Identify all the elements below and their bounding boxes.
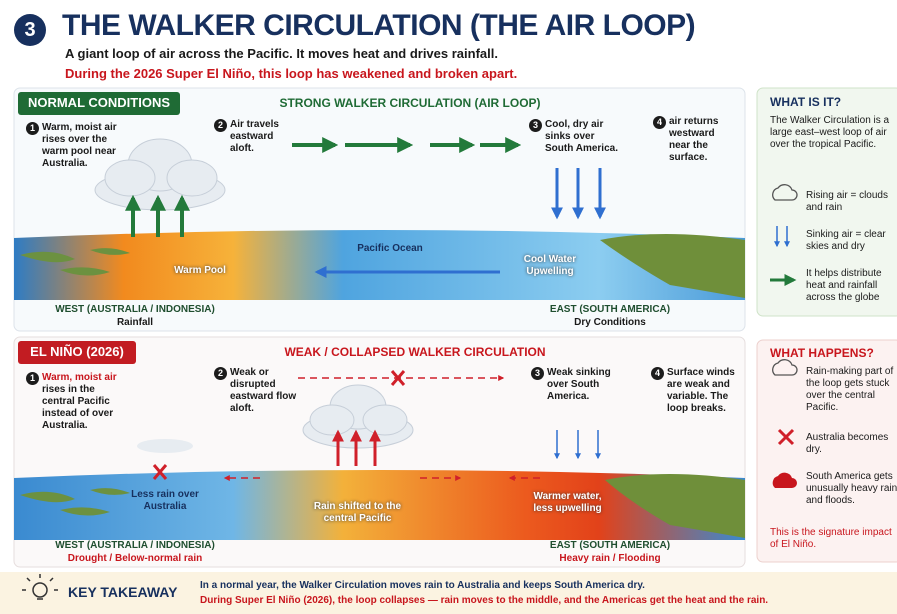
ocean-label: Rain shifted to the central Pacific: [313, 501, 402, 524]
heading: WEAK / COLLAPSED WALKER CIRCULATION: [284, 345, 546, 359]
step-text: air returns westward near the surface.: [669, 116, 731, 164]
step-text: Cool, dry air sinks over South America.: [545, 119, 625, 155]
step-number: 4: [653, 116, 666, 129]
badge: [18, 92, 180, 115]
arrows: [314, 168, 606, 278]
takeaway-title: KEY TAKEAWAY: [68, 584, 178, 600]
sidebar-item: Australia becomes dry.: [806, 432, 889, 455]
sidebar-item: Rain-making part of the loop gets stuck …: [806, 366, 894, 413]
region-note: Rainfall: [116, 317, 154, 328]
takeaway-bar: [0, 572, 897, 614]
region-title: WEST (AUSTRALIA / INDONESIA): [55, 540, 215, 551]
sidebar-item: It helps distribute heat and rainfall ac…: [806, 268, 882, 303]
ocean-label: Warm Pool: [174, 265, 226, 276]
ocean-label: Warmer water, less upwelling: [533, 491, 602, 514]
takeaway-line: During Super El Niño (2026), the loop co…: [200, 595, 769, 606]
cloud-icon: [772, 184, 798, 376]
step-body: Warm, moist air rises over the warm pool…: [42, 122, 117, 169]
ocean: [14, 470, 745, 540]
step-text: Surface winds are weak and variable. The…: [667, 367, 737, 415]
arrows: [332, 429, 381, 466]
step-number: 3: [529, 119, 542, 132]
step-text: Warm, moist air rises in the central Pac…: [42, 372, 127, 432]
ocean-label: Cool Water Upwelling: [523, 254, 577, 277]
bulb-icon: [22, 574, 58, 600]
ocean-label: Less rain over Australia: [131, 489, 199, 512]
step-body: Weak or disrupted eastward flow aloft.: [230, 367, 297, 414]
step-number: 2: [214, 367, 227, 380]
sidebar-item: South America gets unusually heavy rain …: [806, 471, 897, 506]
sidebar: [756, 87, 897, 317]
region-note: Drought / Below-normal rain: [67, 553, 203, 564]
step-number: 1: [26, 372, 39, 385]
ocean: [14, 230, 745, 300]
land: [600, 234, 745, 298]
x-mark: [152, 370, 795, 480]
ocean-label: Pacific Ocean: [357, 243, 423, 254]
sidebar: [756, 339, 897, 563]
step-number: 1: [26, 122, 39, 135]
takeaway-line: In a normal year, the Walker Circulation…: [200, 580, 645, 591]
step-number: 4: [651, 367, 664, 380]
region-title: EAST (SOUTH AMERICA): [549, 540, 671, 551]
badge-label: EL NIÑO (2026): [30, 344, 124, 359]
step-body: Surface winds are weak and variable. The…: [667, 367, 735, 414]
islands: [20, 248, 130, 276]
step-body: rises in the central Pacific instead of …: [42, 384, 114, 431]
step-number: 2: [214, 119, 227, 132]
step-text: Weak sinking over South America.: [547, 367, 622, 403]
title: THE WALKER CIRCULATION (THE AIR LOOP): [62, 9, 696, 42]
sidebar-title: WHAT IS IT?: [770, 95, 842, 109]
step-text: Warm, moist air rises over the warm pool…: [42, 122, 127, 170]
dashed-arrows: [223, 375, 540, 481]
badge-label: NORMAL CONDITIONS: [27, 95, 171, 110]
sidebar-item: Rising air = clouds and rain: [806, 190, 888, 213]
step-text: Air travels eastward aloft.: [230, 119, 298, 155]
arrows: [554, 226, 790, 460]
number-badge: [14, 14, 46, 46]
alert: During the 2026 Super El Niño, this loop…: [65, 66, 518, 81]
land: [605, 474, 745, 538]
islands: [20, 488, 130, 516]
step-body: Weak sinking over South America.: [547, 367, 611, 402]
sidebar-intro: The Walker Circulation is a large east–w…: [770, 115, 890, 150]
cloud: [137, 439, 193, 453]
heading: STRONG WALKER CIRCULATION (AIR LOOP): [279, 96, 541, 110]
region-note: Dry Conditions: [574, 317, 646, 328]
subtitle: A giant loop of air across the Pacific. …: [65, 46, 498, 61]
sidebar-footer: This is the signature impact of El Niño.: [770, 527, 892, 550]
step-text: Weak or disrupted eastward flow aloft.: [230, 367, 305, 415]
sidebar-title: WHAT HAPPENS?: [770, 346, 874, 360]
region-title: WEST (AUSTRALIA / INDONESIA): [55, 304, 215, 315]
step-number: 3: [531, 367, 544, 380]
number: 3: [24, 19, 36, 41]
region-note: Heavy rain / Flooding: [559, 553, 661, 564]
step-body: Cool, dry air sinks over South America.: [545, 119, 618, 154]
step-body: air returns westward near the surface.: [669, 116, 719, 163]
badge: [18, 341, 136, 364]
storm-icon: [772, 472, 797, 488]
step-body: Air travels eastward aloft.: [230, 119, 279, 154]
step-highlight: Warm, moist air: [42, 372, 117, 383]
arrows: [125, 137, 522, 237]
region-title: EAST (SOUTH AMERICA): [549, 304, 671, 315]
sidebar-item: Sinking air = clear skies and dry: [806, 229, 886, 252]
